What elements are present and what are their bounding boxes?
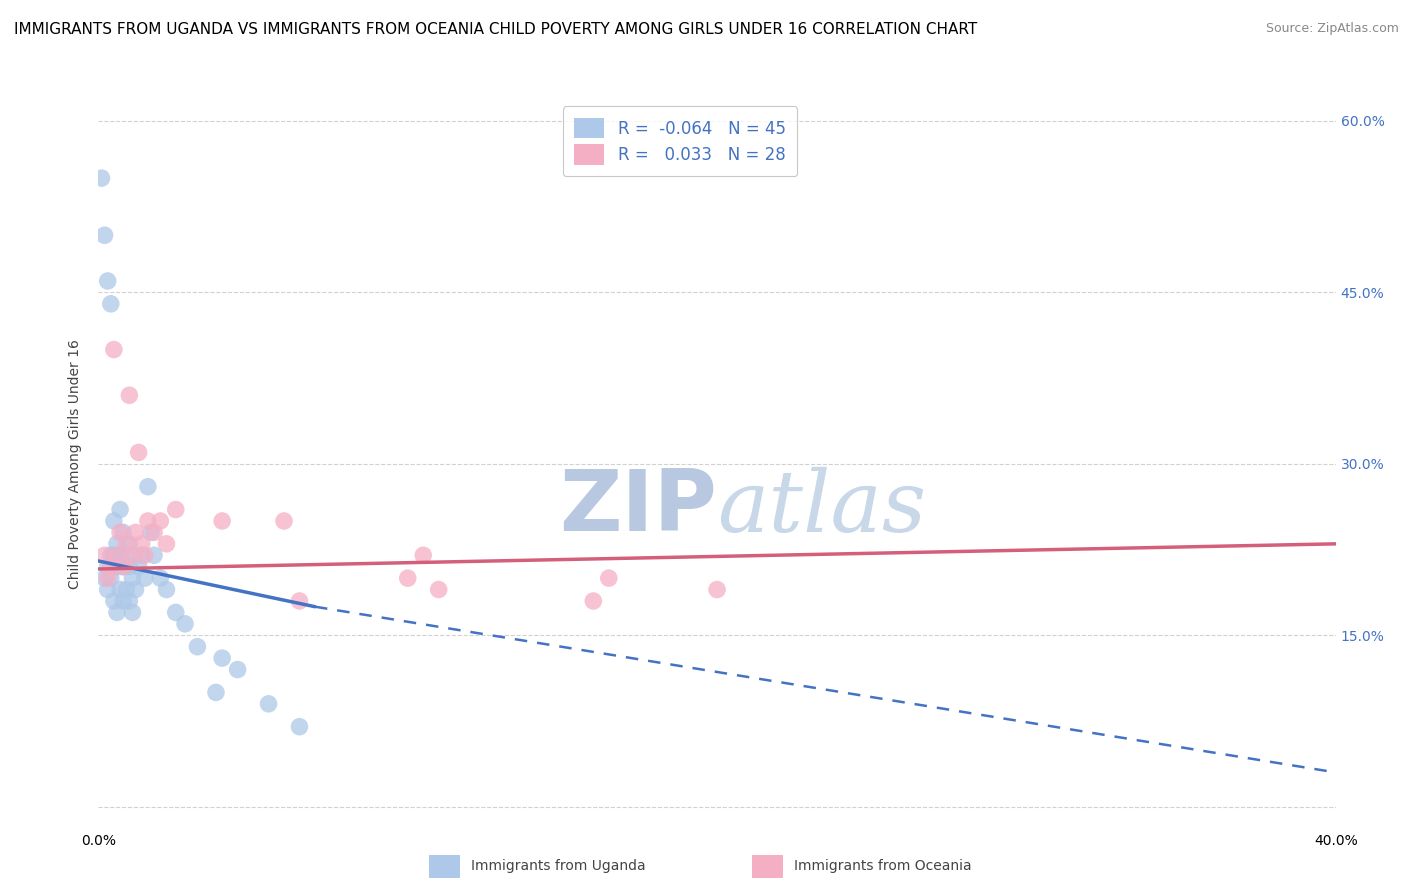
Point	[118, 559, 141, 574]
Point	[93, 571, 115, 585]
Point	[288, 720, 311, 734]
Point	[149, 571, 172, 585]
Point	[105, 548, 128, 563]
Point	[97, 559, 120, 574]
Point	[100, 571, 122, 585]
Point	[706, 582, 728, 597]
Point	[97, 582, 120, 597]
Point	[121, 548, 143, 563]
Point	[115, 582, 138, 597]
Point	[121, 571, 143, 585]
Point	[118, 537, 141, 551]
Point	[226, 663, 249, 677]
Point	[100, 559, 122, 574]
Point	[412, 548, 434, 563]
Point	[136, 514, 159, 528]
Point	[131, 537, 153, 551]
Point	[108, 502, 131, 516]
Point	[103, 514, 125, 528]
Text: Immigrants from Uganda: Immigrants from Uganda	[471, 859, 645, 873]
Text: ZIP: ZIP	[560, 467, 717, 549]
Point	[100, 548, 122, 563]
Point	[396, 571, 419, 585]
Point	[288, 594, 311, 608]
Point	[165, 502, 187, 516]
Text: IMMIGRANTS FROM UGANDA VS IMMIGRANTS FROM OCEANIA CHILD POVERTY AMONG GIRLS UNDE: IMMIGRANTS FROM UGANDA VS IMMIGRANTS FRO…	[14, 22, 977, 37]
Point	[149, 514, 172, 528]
Point	[128, 559, 150, 574]
Point	[112, 594, 135, 608]
Point	[115, 548, 138, 563]
Point	[124, 582, 146, 597]
Point	[273, 514, 295, 528]
Point	[211, 651, 233, 665]
Point	[115, 537, 138, 551]
Point	[124, 525, 146, 540]
Point	[93, 548, 115, 563]
Point	[108, 582, 131, 597]
Point	[139, 525, 162, 540]
Point	[143, 548, 166, 563]
Point	[105, 537, 128, 551]
Point	[174, 616, 197, 631]
Point	[103, 548, 125, 563]
Point	[112, 559, 135, 574]
Point	[427, 582, 450, 597]
Point	[582, 594, 605, 608]
Point	[108, 525, 131, 540]
Point	[165, 606, 187, 620]
Point	[90, 171, 112, 186]
Point	[134, 548, 156, 563]
Point	[97, 274, 120, 288]
Text: Immigrants from Oceania: Immigrants from Oceania	[794, 859, 972, 873]
Point	[155, 582, 177, 597]
Point	[118, 594, 141, 608]
Point	[121, 606, 143, 620]
Point	[103, 594, 125, 608]
Point	[112, 559, 135, 574]
Point	[105, 559, 128, 574]
Y-axis label: Child Poverty Among Girls Under 16: Child Poverty Among Girls Under 16	[69, 339, 83, 589]
Legend: R =  -0.064   N = 45, R =   0.033   N = 28: R = -0.064 N = 45, R = 0.033 N = 28	[562, 106, 797, 177]
Point	[598, 571, 620, 585]
Point	[108, 548, 131, 563]
Point	[97, 571, 120, 585]
Point	[131, 548, 153, 563]
Point	[93, 228, 115, 243]
Point	[134, 571, 156, 585]
Point	[257, 697, 280, 711]
Point	[100, 297, 122, 311]
Point	[112, 525, 135, 540]
Point	[105, 606, 128, 620]
Point	[205, 685, 228, 699]
Point	[136, 480, 159, 494]
Point	[143, 525, 166, 540]
Point	[186, 640, 208, 654]
Point	[118, 388, 141, 402]
Text: atlas: atlas	[717, 467, 927, 549]
Point	[128, 445, 150, 459]
Point	[103, 343, 125, 357]
Point	[155, 537, 177, 551]
Point	[211, 514, 233, 528]
Text: Source: ZipAtlas.com: Source: ZipAtlas.com	[1265, 22, 1399, 36]
